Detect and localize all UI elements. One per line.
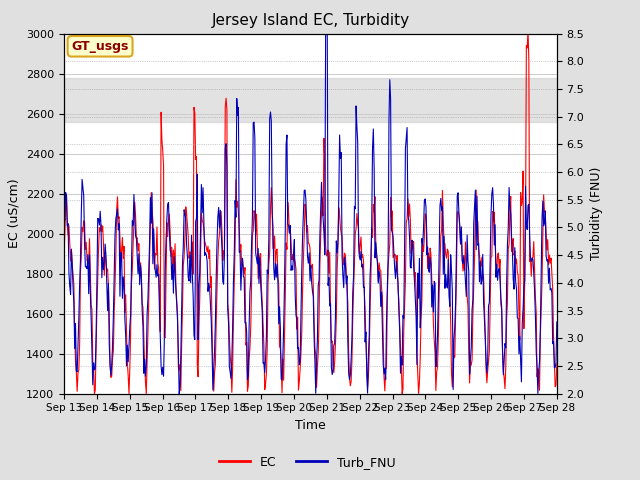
- Y-axis label: Turbidity (FNU): Turbidity (FNU): [590, 167, 603, 260]
- X-axis label: Time: Time: [295, 419, 326, 432]
- Legend: EC, Turb_FNU: EC, Turb_FNU: [214, 451, 401, 474]
- Y-axis label: EC (uS/cm): EC (uS/cm): [8, 179, 20, 249]
- Title: Jersey Island EC, Turbidity: Jersey Island EC, Turbidity: [211, 13, 410, 28]
- Bar: [64, 78, 557, 121]
- Text: GT_usgs: GT_usgs: [72, 40, 129, 53]
